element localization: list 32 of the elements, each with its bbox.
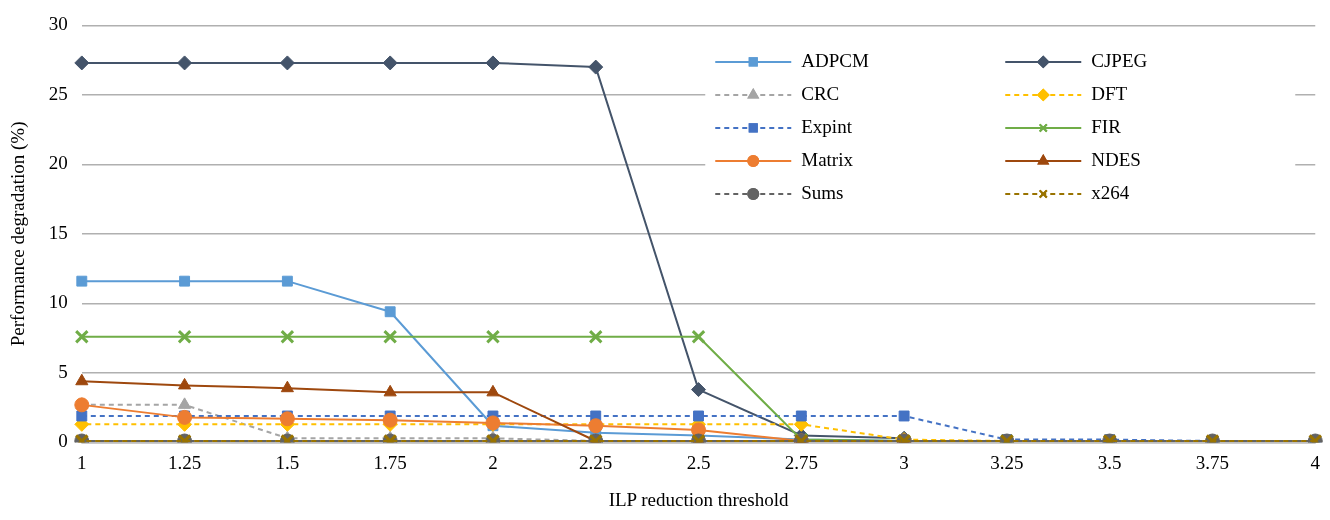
x-tick-label: 1.75 [373,451,407,473]
y-tick-label: 10 [48,291,68,313]
x-tick-label: 2.75 [784,451,818,473]
legend-label: Matrix [801,148,854,170]
legend-label: CJPEG [1091,49,1148,71]
x-axis-title: ILP reduction threshold [608,488,789,510]
legend-label: Sums [801,181,844,203]
y-tick-label: 20 [48,152,68,174]
x-tick-label: 2 [488,451,498,473]
x-tick-label: 4 [1310,451,1321,473]
x-tick-label: 2.5 [686,451,711,473]
x-tick-label: 1.5 [275,451,300,473]
x-tick-label: 1.25 [167,451,202,473]
x-tick-label: 3.75 [1195,451,1230,473]
legend-label: NDES [1091,148,1141,170]
legend-label: FIR [1091,115,1122,137]
legend-label: Expint [801,115,853,137]
x-tick-label: 1 [77,451,87,473]
y-tick-label: 15 [48,221,68,243]
legend-label: CRC [801,82,840,104]
legend-label: DFT [1091,82,1128,104]
y-tick-label: 5 [58,360,68,382]
y-tick-label: 0 [58,430,68,452]
x-tick-label: 3.5 [1097,451,1122,473]
legend-label: x264 [1091,181,1130,203]
legend-label: ADPCM [801,49,869,71]
y-tick-label: 25 [48,82,68,104]
x-tick-label: 3 [899,451,909,473]
y-axis-title: Performance degradation (%) [7,121,30,347]
y-tick-label: 30 [48,13,68,35]
x-tick-label: 2.25 [579,451,613,473]
x-tick-label: 3.25 [990,451,1024,473]
